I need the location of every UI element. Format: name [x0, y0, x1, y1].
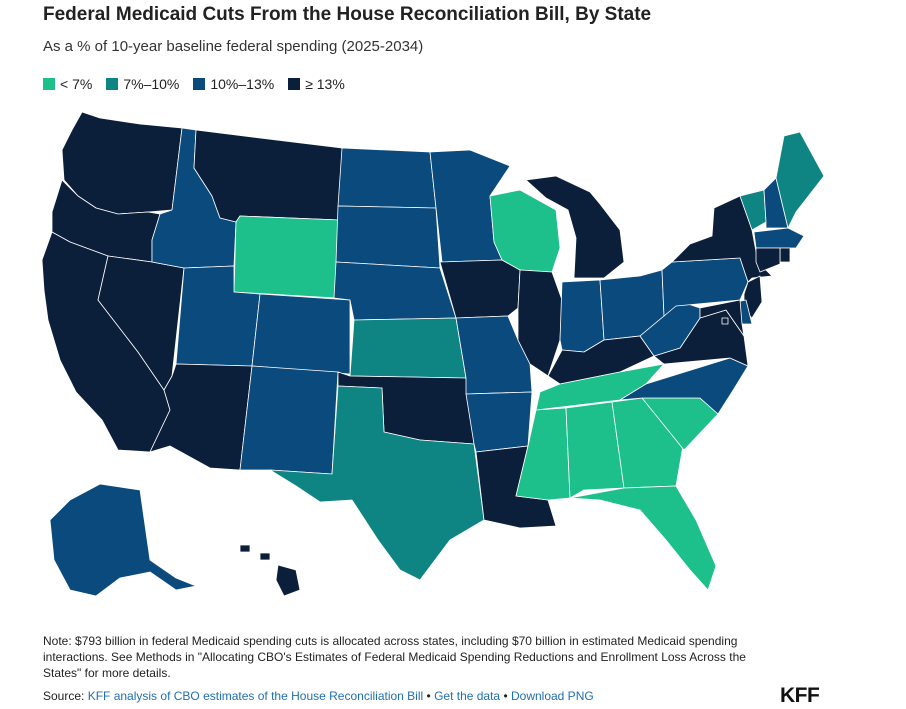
state-fl[interactable]: [569, 485, 717, 591]
source-link[interactable]: KFF analysis of CBO estimates of the Hou…: [87, 689, 424, 703]
state-hi[interactable]: [239, 544, 301, 597]
legend-label-lt7: < 7%: [60, 76, 93, 92]
legend-item-10-13[interactable]: 10%–13%: [193, 76, 274, 92]
state-nh[interactable]: [763, 177, 789, 229]
state-mo[interactable]: [455, 315, 533, 395]
state-al[interactable]: [565, 401, 625, 499]
legend-label-7-10: 7%–10%: [123, 76, 180, 92]
page-subtitle: As a % of 10-year baseline federal spend…: [43, 38, 424, 55]
kff-logo: KFF: [780, 684, 820, 707]
legend: < 7% 7%–10% 10%–13% ≥ 13%: [43, 76, 345, 92]
state-ar[interactable]: [465, 391, 533, 453]
legend-label-ge13: ≥ 13%: [305, 76, 345, 92]
state-ne[interactable]: [333, 261, 457, 321]
state-mt[interactable]: [193, 129, 343, 223]
legend-swatch-ge13: [288, 78, 301, 90]
legend-item-lt7[interactable]: < 7%: [43, 76, 92, 92]
state-nm[interactable]: [239, 365, 339, 475]
legend-item-7-10[interactable]: 7%–10%: [106, 76, 179, 92]
state-dc[interactable]: [721, 317, 729, 325]
page-title: Federal Medicaid Cuts From the House Rec…: [43, 4, 652, 25]
state-tn[interactable]: [535, 363, 665, 411]
state-ri[interactable]: [779, 247, 791, 263]
state-ct[interactable]: [755, 247, 781, 273]
state-ma[interactable]: [753, 227, 805, 249]
state-mi[interactable]: [525, 175, 625, 279]
state-tx[interactable]: [269, 385, 485, 581]
state-ny[interactable]: [671, 195, 773, 283]
state-md[interactable]: [699, 299, 745, 337]
footnote: Note: $793 billion in federal Medicaid s…: [43, 634, 746, 680]
us-state-map: [41, 111, 825, 597]
get-data-link[interactable]: Get the data: [434, 689, 501, 703]
state-ks[interactable]: [349, 317, 467, 379]
source-prefix: Source:: [43, 689, 88, 703]
state-co[interactable]: [251, 293, 351, 375]
source-line: Source: KFF analysis of CBO estimates of…: [43, 689, 594, 703]
state-nj[interactable]: [743, 275, 763, 319]
legend-swatch-10-13: [193, 78, 206, 90]
download-png-link[interactable]: Download PNG: [510, 689, 594, 703]
legend-item-ge13[interactable]: ≥ 13%: [288, 76, 345, 92]
state-nc[interactable]: [619, 357, 749, 415]
legend-swatch-7-10: [106, 78, 119, 90]
state-ak[interactable]: [49, 483, 197, 597]
legend-label-10-13: 10%–13%: [210, 76, 275, 92]
source-separator: •: [423, 689, 435, 703]
state-wy[interactable]: [233, 215, 341, 299]
legend-swatch-lt7: [43, 78, 55, 90]
state-in[interactable]: [559, 279, 605, 353]
state-nd[interactable]: [337, 147, 437, 209]
state-sd[interactable]: [335, 205, 441, 269]
source-separator: •: [500, 689, 511, 703]
